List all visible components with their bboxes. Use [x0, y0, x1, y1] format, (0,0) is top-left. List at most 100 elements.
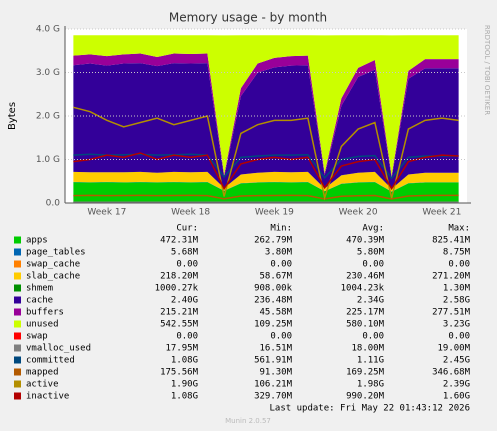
x-tick-label: Week 20: [339, 208, 378, 218]
legend-header: Max:: [448, 224, 470, 234]
legend-stat: 329.70M: [254, 392, 293, 402]
legend-stat: 1004.23k: [341, 284, 385, 294]
legend-stat: 0.00: [270, 260, 292, 270]
legend-swatch: [14, 344, 21, 352]
last-update: Last update: Fri May 22 01:43:12 2026: [270, 404, 470, 414]
legend-stat: 175.56M: [160, 368, 199, 378]
legend-stat: 225.17M: [346, 308, 385, 318]
legend-header: Avg:: [362, 224, 384, 234]
legend-label: swap_cache: [26, 260, 80, 270]
legend-stat: 5.80M: [357, 248, 385, 258]
x-tick-label: Week 19: [255, 208, 294, 218]
legend-stat: 2.58G: [443, 296, 470, 306]
legend-stat: 1.60G: [443, 392, 470, 402]
legend-stat: 470.39M: [346, 236, 385, 246]
legend-stat: 1.08G: [171, 356, 198, 366]
legend-swatch: [14, 260, 21, 268]
legend-stat: 45.58M: [259, 308, 292, 318]
legend-swatch: [14, 296, 21, 304]
chart-title: Memory usage - by month: [169, 11, 327, 25]
legend-stat: 8.75M: [443, 248, 471, 258]
legend-swatch: [14, 284, 21, 292]
legend-swatch: [14, 320, 21, 328]
legend-stat: 58.67M: [259, 272, 292, 282]
legend-stat: 5.68M: [171, 248, 199, 258]
stacked-area: [73, 53, 459, 179]
legend-label: slab_cache: [26, 272, 80, 282]
legend-stat: 580.10M: [346, 320, 385, 330]
legend-swatch: [14, 308, 21, 316]
legend-stat: 1.98G: [357, 380, 384, 390]
legend-stat: 1.08G: [171, 392, 198, 402]
legend-swatch: [14, 368, 21, 376]
y-tick-label: 1.0 G: [36, 155, 60, 165]
legend-stat: 0.00: [176, 260, 198, 270]
legend-swatch: [14, 380, 21, 388]
legend-label: vmalloc_used: [26, 344, 91, 354]
legend-label: active: [26, 380, 59, 390]
legend-swatch: [14, 272, 21, 280]
legend-stat: 0.00: [176, 332, 198, 342]
series-line: [73, 194, 459, 200]
legend-stat: 262.79M: [254, 236, 293, 246]
legend-label: shmem: [26, 284, 53, 294]
legend-stat: 17.95M: [165, 344, 198, 354]
legend-stat: 0.00: [448, 332, 470, 342]
version: Munin 2.0.57: [225, 417, 271, 425]
legend-stat: 230.46M: [346, 272, 385, 282]
y-tick-label: 2.0 G: [36, 112, 60, 122]
legend-stat: 990.20M: [346, 392, 385, 402]
legend-label: cache: [26, 296, 53, 306]
legend-stat: 91.30M: [259, 368, 292, 378]
legend-label: committed: [26, 356, 75, 366]
stacked-area: [73, 171, 459, 192]
series-line: [73, 152, 459, 191]
stacked-area: [73, 182, 459, 203]
legend-stat: 2.39G: [443, 380, 470, 390]
legend-stat: 1.30M: [443, 284, 471, 294]
legend-stat: 561.91M: [254, 356, 293, 366]
legend-stat: 2.45G: [443, 356, 470, 366]
legend-stat: 19.00M: [437, 344, 470, 354]
x-tick-label: Week 21: [422, 208, 461, 218]
legend-stat: 1000.27k: [155, 284, 199, 294]
legend-stat: 346.68M: [432, 368, 471, 378]
legend-label: inactive: [26, 392, 69, 402]
legend-label: swap: [26, 332, 48, 342]
legend-stat: 18.00M: [351, 344, 384, 354]
side-label: RRDTOOL / TOBI OETIKER: [483, 25, 491, 115]
legend-stat: 277.51M: [432, 308, 471, 318]
legend-stat: 236.48M: [254, 296, 293, 306]
legend-stat: 825.41M: [432, 236, 471, 246]
legend-stat: 542.55M: [160, 320, 199, 330]
legend-stat: 271.20M: [432, 272, 471, 282]
legend-label: mapped: [26, 368, 59, 378]
legend-stat: 472.31M: [160, 236, 199, 246]
legend-stat: 908.00k: [254, 284, 293, 294]
y-tick-label: 0.0: [46, 199, 61, 209]
legend-header: Min:: [270, 224, 292, 234]
stacked-area: [73, 63, 459, 189]
legend-stat: 218.20M: [160, 272, 199, 282]
legend-swatch: [14, 248, 21, 256]
legend-label: buffers: [26, 308, 64, 318]
legend-stat: 0.00: [448, 260, 470, 270]
legend-swatch: [14, 332, 21, 340]
x-tick-label: Week 17: [87, 208, 126, 218]
legend-header: Cur:: [176, 224, 198, 234]
legend-swatch: [14, 356, 21, 364]
legend-stat: 106.21M: [254, 380, 293, 390]
legend-stat: 109.25M: [254, 320, 293, 330]
series-line: [73, 106, 459, 201]
legend-label: page_tables: [26, 248, 86, 258]
legend-stat: 215.21M: [160, 308, 199, 318]
legend-stat: 16.51M: [259, 344, 292, 354]
x-tick-label: Week 18: [171, 208, 210, 218]
y-tick-label: 4.0 G: [36, 25, 60, 35]
legend-stat: 3.80M: [265, 248, 293, 258]
legend-stat: 169.25M: [346, 368, 385, 378]
legend-stat: 0.00: [362, 260, 384, 270]
legend-swatch: [14, 236, 21, 244]
legend-stat: 0.00: [270, 332, 292, 342]
